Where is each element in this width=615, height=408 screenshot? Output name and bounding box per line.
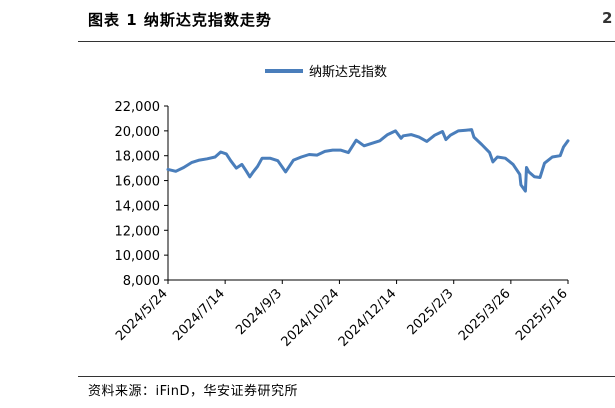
x-tick-label: 2024/10/24 xyxy=(279,286,343,350)
x-axis: 2024/5/24 2024/7/14 2024/9/32024/10/242024… xyxy=(113,279,571,350)
y-tick-label: 12,000 xyxy=(115,224,161,239)
x-tick-label: 2025/3/26 xyxy=(456,286,514,344)
plot-area xyxy=(166,128,570,193)
edge-mark: 2 xyxy=(602,9,613,27)
y-tick-label: 8,000 xyxy=(123,274,160,289)
y-tick-label: 16,000 xyxy=(115,175,161,190)
legend-label: 纳斯达克指数 xyxy=(309,65,387,80)
y-tick-label: 14,000 xyxy=(115,199,161,214)
y-tick-label: 18,000 xyxy=(115,150,161,165)
bottom-rule xyxy=(78,376,615,377)
source-note: 资料来源：iFinD，华安证券研究所 xyxy=(88,384,299,399)
x-tick-label: 2024/5/24 xyxy=(113,286,171,344)
x-tick-label: 2024/9/3 xyxy=(233,286,285,338)
y-tick-label: 10,000 xyxy=(115,249,161,264)
series-line-nasdaq xyxy=(166,128,570,193)
x-tick-label: 2025/2/3 xyxy=(405,286,457,338)
figure-title: 图表 1 纳斯达克指数走势 xyxy=(88,11,272,29)
legend: 纳斯达克指数 xyxy=(265,65,387,80)
y-tick-label: 22,000 xyxy=(115,100,161,115)
y-tick-label: 20,000 xyxy=(115,125,161,140)
y-axis: 8,000 10,000 12,000 14,000 16,000 18,000 20,00… xyxy=(115,100,169,289)
x-tick-label: 2025/5/16 xyxy=(513,286,571,344)
x-tick-label: 2024/7/14 xyxy=(170,286,228,344)
x-tick-label: 2024/12/14 xyxy=(336,286,400,350)
top-rule xyxy=(78,41,615,42)
